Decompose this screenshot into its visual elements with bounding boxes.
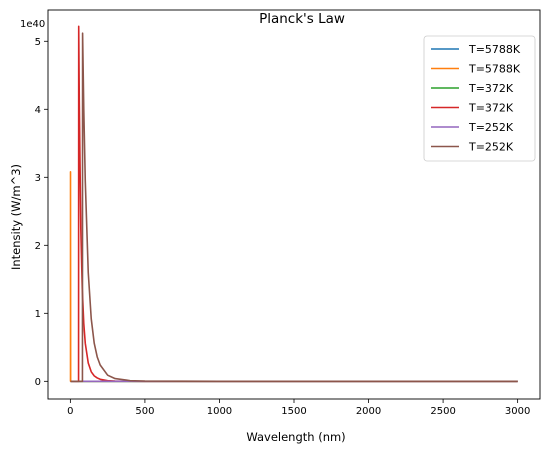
x-tick-label: 3000 xyxy=(505,406,530,417)
plot-lines xyxy=(69,25,518,383)
legend-box xyxy=(423,35,536,162)
y-axis: 0 1 2 3 4 5 xyxy=(35,37,48,388)
legend: T=5788K T=5788K T=372K T=372K T=252K T=252K xyxy=(423,35,536,162)
y-offset-label: 1e40 xyxy=(20,19,45,30)
legend-label: T=252K xyxy=(468,141,514,154)
legend-label: T=372K xyxy=(468,102,514,115)
x-axis-label: Wavelength (nm) xyxy=(246,430,345,444)
y-tick-label: 5 xyxy=(35,37,41,48)
y-axis-label: Intensity (W/m^3) xyxy=(9,164,23,270)
series-line-5 xyxy=(70,32,518,383)
legend-label: T=252K xyxy=(468,121,514,134)
legend-label: T=372K xyxy=(468,82,514,95)
x-tick-label: 2500 xyxy=(430,406,455,417)
y-tick-label: 1 xyxy=(35,309,41,320)
y-tick-label: 0 xyxy=(35,377,41,388)
y-tick-label: 2 xyxy=(35,241,41,252)
legend-label: T=5788K xyxy=(468,43,521,56)
legend-label: T=5788K xyxy=(468,63,521,76)
chart-title: Planck's Law xyxy=(259,11,345,27)
series-line-1 xyxy=(69,171,518,383)
x-tick-label: 500 xyxy=(135,406,154,417)
y-tick-label: 4 xyxy=(35,105,41,116)
x-tick-label: 1500 xyxy=(281,406,306,417)
y-tick-label: 3 xyxy=(35,173,41,184)
x-tick-label: 0 xyxy=(67,406,73,417)
x-axis: 0 500 1000 1500 2000 2500 3000 xyxy=(67,399,530,417)
x-tick-label: 2000 xyxy=(356,406,381,417)
x-tick-label: 1000 xyxy=(207,406,232,417)
